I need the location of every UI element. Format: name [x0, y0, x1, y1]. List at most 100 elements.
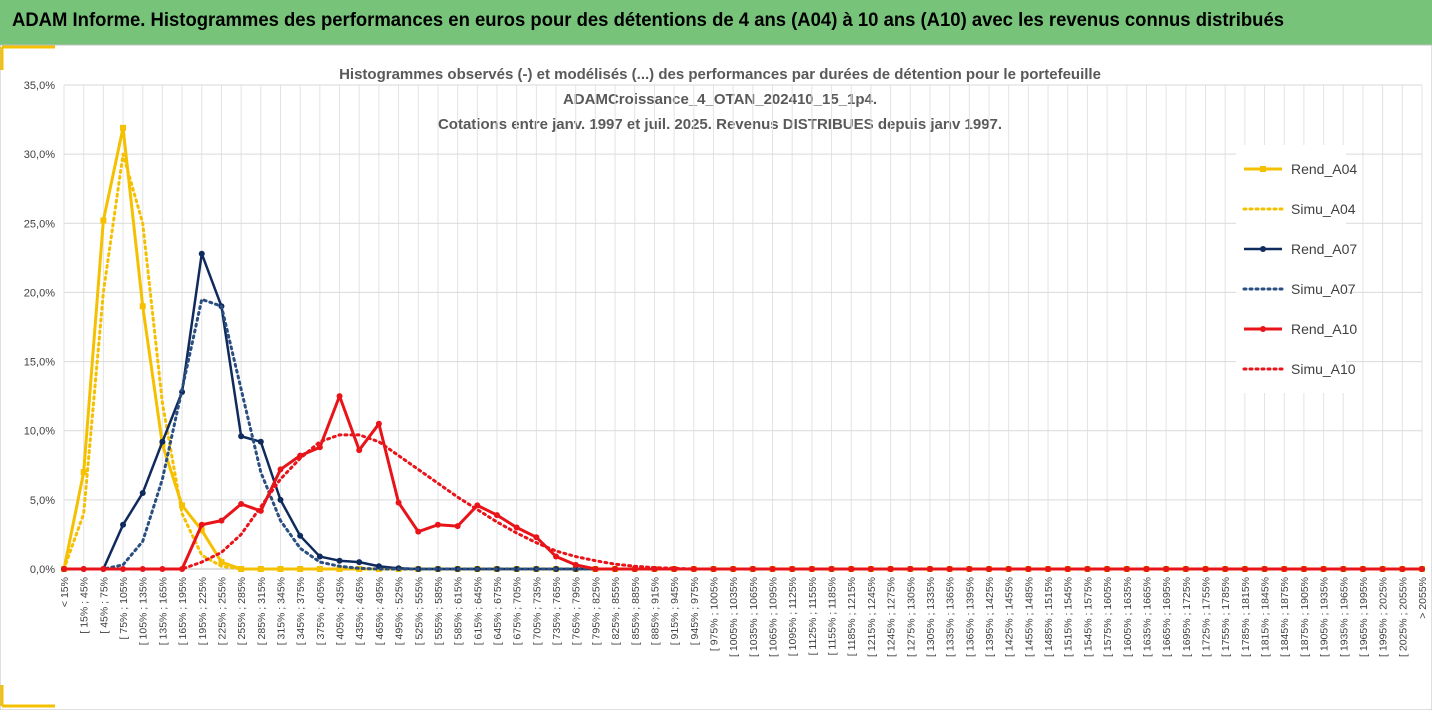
x-tick-label: [ 1455% ; 1485%: [1023, 577, 1035, 657]
marker: [139, 303, 146, 310]
x-tick-label: [ 1875% ; 1905%: [1299, 577, 1311, 657]
x-tick-label: [ 615% ; 645%: [472, 577, 484, 645]
x-tick-label: [ 1185% ; 1215%: [846, 577, 858, 656]
y-tick-label: 20,0%: [24, 287, 55, 299]
x-tick-label: [ 465% ; 495%: [374, 577, 386, 645]
x-tick-label: [ 645% ; 675%: [492, 577, 504, 645]
marker: [553, 553, 560, 560]
x-tick-label: [ 945% ; 975%: [689, 577, 701, 645]
x-tick-label: [ 1785% ; 1815%: [1240, 577, 1252, 657]
marker: [1379, 566, 1386, 572]
x-tick-label: [ 1215% ; 1245%: [866, 577, 878, 657]
x-tick-label: [ 435% ; 465%: [354, 577, 366, 645]
marker: [592, 566, 599, 572]
marker: [612, 566, 619, 572]
marker: [316, 444, 323, 451]
marker: [533, 534, 540, 541]
marker: [513, 566, 520, 572]
legend-label: Simu_A10: [1291, 361, 1356, 377]
x-tick-label: [ 555% ; 585%: [433, 577, 445, 645]
x-tick-label: [ 915% ; 945%: [669, 577, 681, 645]
x-tick-label: [ 1935% ; 1965%: [1338, 577, 1350, 657]
marker: [572, 561, 579, 568]
x-tick-label: [ 1665% ; 1695%: [1161, 577, 1173, 657]
x-tick-label: [ 855% ; 885%: [630, 577, 642, 645]
marker: [198, 250, 205, 257]
y-tick-label: 30,0%: [24, 149, 55, 161]
x-tick-label: [ 1395% ; 1425%: [984, 577, 996, 657]
marker: [238, 566, 245, 572]
x-tick-label: [ 495% ; 525%: [394, 577, 406, 645]
x-tick-label: [ 1245% ; 1275%: [886, 577, 898, 657]
x-tick-label: [ 45% ; 75%: [98, 577, 110, 634]
legend-label: Rend_A04: [1291, 161, 1357, 177]
x-tick-label: [ 225% ; 255%: [216, 577, 228, 645]
x-tick-label: [ 585% ; 615%: [453, 577, 465, 645]
x-tick-label: [ 1275% ; 1305%: [905, 577, 917, 657]
marker: [159, 438, 166, 445]
marker: [238, 433, 245, 440]
chart-title: ADAMCroissance_4_OTAN_202410_15_1p4.: [563, 91, 877, 108]
marker: [120, 124, 127, 131]
header-title: ADAM Informe. Histogrammes des performan…: [12, 10, 1284, 31]
x-tick-label: [ 1485% ; 1515%: [1043, 577, 1055, 657]
x-tick-label: [ 105% ; 135%: [138, 577, 150, 645]
y-tick-label: 0,0%: [30, 564, 55, 576]
marker: [218, 517, 225, 524]
x-tick-label: [ 255% ; 285%: [236, 577, 248, 645]
x-tick-label: [ 525% ; 555%: [413, 577, 425, 645]
marker: [375, 420, 382, 427]
x-tick-label: [ 1545% ; 1575%: [1082, 577, 1094, 657]
x-tick-label: [ 735% ; 765%: [551, 577, 563, 645]
marker: [454, 523, 461, 530]
x-tick-label: [ 315% ; 345%: [275, 577, 287, 645]
marker: [395, 499, 402, 506]
x-tick-label: > 2055%: [1417, 577, 1429, 619]
marker: [297, 452, 304, 459]
x-tick-label: [ 1695% ; 1725%: [1181, 577, 1193, 657]
x-tick-label: < 15%: [59, 577, 71, 607]
marker: [887, 566, 894, 572]
x-tick-label: [ 1095% ; 1125%: [787, 577, 799, 656]
x-tick-label: [ 1515% ; 1545%: [1063, 577, 1075, 657]
x-tick-label: [ 375% ; 405%: [315, 577, 327, 645]
legend-label: Rend_A07: [1291, 241, 1357, 257]
x-tick-label: [ 705% ; 735%: [531, 577, 543, 645]
y-tick-label: 25,0%: [24, 218, 55, 230]
x-tick-label: [ 405% ; 435%: [335, 577, 347, 645]
x-tick-label: [ 1005% ; 1035%: [728, 577, 740, 657]
x-tick-label: [ 1965% ; 1995%: [1358, 577, 1370, 657]
marker: [434, 566, 441, 572]
x-tick-label: [ 1335% ; 1365%: [945, 577, 957, 657]
x-tick-label: [ 15% ; 45%: [79, 577, 91, 634]
y-tick-label: 10,0%: [24, 426, 55, 438]
x-tick-label: [ 2025% ; 2055%: [1397, 577, 1409, 657]
marker: [238, 501, 245, 508]
marker: [336, 393, 343, 400]
x-tick-label: [ 1305% ; 1335%: [925, 577, 937, 657]
x-tick-label: [ 345% ; 375%: [295, 577, 307, 645]
marker: [513, 524, 520, 531]
x-tick-label: [ 1845% ; 1875%: [1279, 577, 1291, 657]
y-tick-label: 35,0%: [24, 80, 55, 92]
marker: [316, 553, 323, 560]
legend-marker: [1260, 326, 1266, 332]
marker: [80, 469, 87, 476]
marker: [179, 502, 186, 509]
x-tick-label: [ 285% ; 315%: [256, 577, 268, 645]
x-tick-label: [ 1125% ; 1155%: [807, 577, 819, 655]
marker: [749, 566, 756, 572]
x-tick-label: [ 165% ; 195%: [177, 577, 189, 645]
x-tick-label: [ 1605% ; 1635%: [1122, 577, 1134, 657]
x-tick-label: [ 765% ; 795%: [571, 577, 583, 645]
marker: [356, 559, 363, 566]
x-tick-label: [ 825% ; 855%: [610, 577, 622, 645]
marker: [198, 527, 205, 534]
x-tick-label: [ 1635% ; 1665%: [1141, 577, 1153, 657]
y-tick-label: 15,0%: [24, 357, 55, 369]
legend-marker: [1260, 166, 1266, 172]
marker: [277, 466, 284, 473]
x-tick-label: [ 1575% ; 1605%: [1102, 577, 1114, 657]
